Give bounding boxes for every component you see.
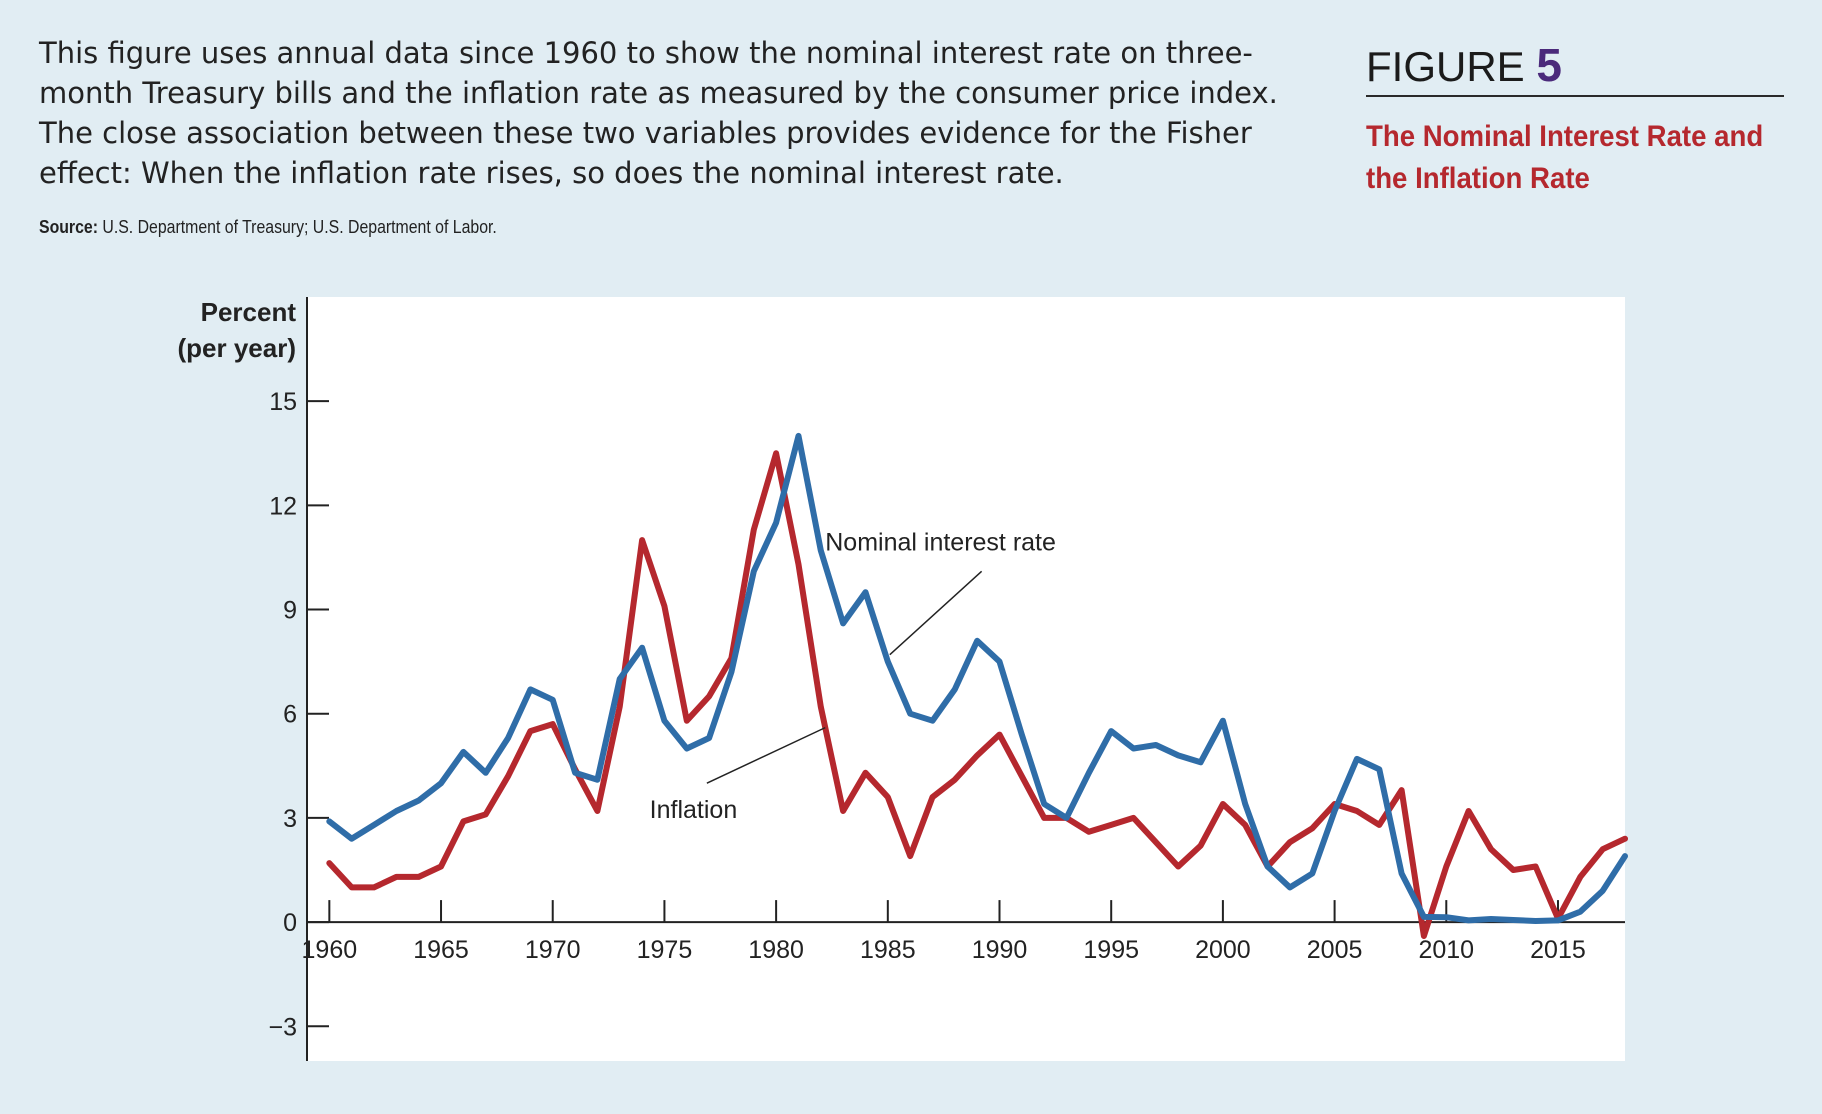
series-line-inflation <box>326 450 1628 939</box>
x-tick-label: 1990 <box>972 936 1028 964</box>
plot-area <box>307 297 1625 1061</box>
x-tick-label: 2005 <box>1307 936 1363 964</box>
x-tick-label: 1995 <box>1083 936 1139 964</box>
figure-label: FIGURE 5 <box>1366 38 1562 92</box>
x-tick-label: 1975 <box>637 936 693 964</box>
source-text: U.S. Department of Treasury; U.S. Depart… <box>102 217 497 237</box>
source-label: Source: <box>39 217 98 237</box>
figure-title: The Nominal Interest Rate and the Inflat… <box>1366 120 1764 195</box>
figure-label-text: FIGURE <box>1366 43 1525 90</box>
y-tick-label: 0 <box>283 909 297 937</box>
x-tick-label: 1970 <box>525 936 581 964</box>
y-axis-title-line1: Percent <box>201 297 297 327</box>
x-tick-label: 1960 <box>302 936 358 964</box>
y-tick-label: 15 <box>269 388 297 416</box>
source-note: Source: U.S. Department of Treasury; U.S… <box>39 217 497 238</box>
figure-rule <box>1366 95 1784 97</box>
x-tick-label: 2000 <box>1195 936 1251 964</box>
annotation-inflation-leader <box>706 726 826 784</box>
annotation-nominal-label: Nominal interest rate <box>825 529 1056 557</box>
y-tick-label: 3 <box>283 805 297 833</box>
x-tick-label: 1965 <box>413 936 469 964</box>
axes: 15 12 9 6 3 0 −3 1960 1965 1970 1975 1980 1985 1990 19… <box>268 297 1625 1061</box>
x-tick-label: 1985 <box>860 936 916 964</box>
series-line-nominal <box>326 432 1628 924</box>
y-tick-label: −3 <box>268 1013 297 1041</box>
y-axis-title-line2: (per year) <box>178 333 297 363</box>
x-tick-label: 2015 <box>1530 936 1586 964</box>
y-tick-label: 6 <box>283 701 297 729</box>
figure-caption: This figure uses annual data since 1960 … <box>39 36 1278 190</box>
y-tick-label: 9 <box>283 597 297 625</box>
x-tick-label: 1980 <box>748 936 804 964</box>
series-layer <box>326 432 1628 939</box>
annotation-layer: Nominal interest rate Inflation <box>650 529 1056 824</box>
y-tick-label: 12 <box>269 492 297 520</box>
x-tick-label: 2010 <box>1418 936 1474 964</box>
figure-number: 5 <box>1536 39 1562 91</box>
annotation-inflation-label: Inflation <box>650 796 738 824</box>
annotation-nominal-leader <box>889 570 983 656</box>
